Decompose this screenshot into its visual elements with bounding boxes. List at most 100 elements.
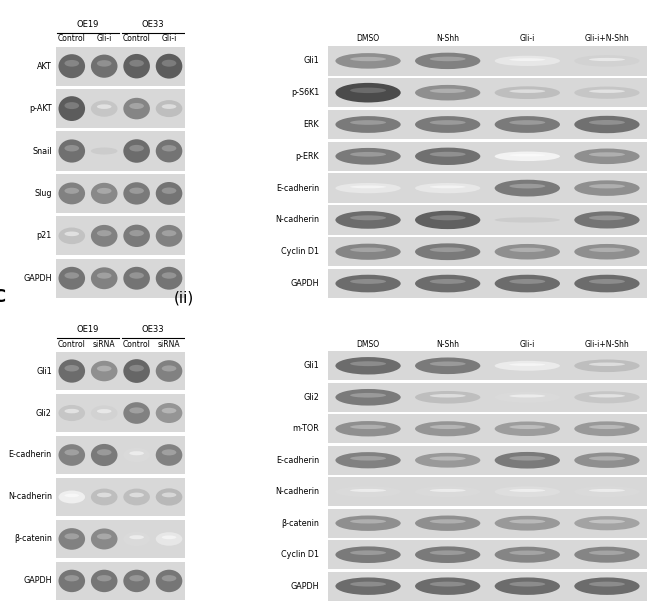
Ellipse shape	[589, 519, 625, 524]
Ellipse shape	[58, 444, 85, 466]
Ellipse shape	[510, 154, 545, 156]
Ellipse shape	[156, 100, 183, 117]
Text: DMSO: DMSO	[356, 34, 380, 43]
Ellipse shape	[415, 546, 480, 563]
Text: C: C	[0, 288, 6, 306]
Text: Snail: Snail	[32, 147, 52, 156]
Ellipse shape	[430, 551, 465, 555]
Ellipse shape	[415, 516, 480, 531]
Bar	[328, 382, 647, 412]
Ellipse shape	[97, 366, 112, 371]
Bar	[328, 78, 647, 108]
Ellipse shape	[495, 361, 560, 371]
Text: N-cadherin: N-cadherin	[275, 216, 319, 224]
Ellipse shape	[510, 247, 545, 252]
Ellipse shape	[589, 489, 625, 492]
Ellipse shape	[510, 89, 545, 93]
Ellipse shape	[350, 215, 386, 221]
Ellipse shape	[589, 362, 625, 366]
Text: GAPDH: GAPDH	[23, 576, 52, 585]
Ellipse shape	[129, 145, 144, 152]
Ellipse shape	[129, 188, 144, 194]
Ellipse shape	[64, 60, 79, 67]
Ellipse shape	[64, 575, 79, 582]
Bar	[55, 436, 185, 474]
Ellipse shape	[162, 273, 176, 279]
Ellipse shape	[415, 275, 480, 292]
Ellipse shape	[91, 444, 118, 466]
Ellipse shape	[430, 489, 465, 492]
Ellipse shape	[91, 54, 118, 78]
Text: OE19: OE19	[77, 324, 99, 334]
Ellipse shape	[58, 491, 85, 503]
Text: N-cadherin: N-cadherin	[8, 492, 52, 502]
Ellipse shape	[430, 519, 465, 524]
Text: N-Shh: N-Shh	[436, 34, 459, 43]
Ellipse shape	[589, 216, 625, 221]
Ellipse shape	[575, 87, 640, 99]
Text: Gli1: Gli1	[304, 56, 319, 65]
Ellipse shape	[97, 230, 112, 236]
Ellipse shape	[162, 492, 176, 497]
Ellipse shape	[430, 215, 465, 221]
Ellipse shape	[589, 247, 625, 252]
Text: Gli-i+N-Shh: Gli-i+N-Shh	[584, 34, 629, 43]
Bar	[55, 519, 185, 558]
Text: Control: Control	[58, 34, 86, 43]
Ellipse shape	[91, 360, 118, 381]
Ellipse shape	[129, 273, 144, 279]
Text: N-cadherin: N-cadherin	[275, 487, 319, 496]
Ellipse shape	[335, 577, 400, 595]
Bar	[328, 477, 647, 506]
Text: Slug: Slug	[34, 189, 52, 198]
Ellipse shape	[129, 575, 144, 582]
Ellipse shape	[415, 577, 480, 595]
Ellipse shape	[156, 488, 183, 506]
Ellipse shape	[415, 53, 480, 69]
Bar	[328, 572, 647, 601]
Ellipse shape	[156, 444, 183, 466]
Text: Cyclin D1: Cyclin D1	[281, 247, 319, 256]
Ellipse shape	[156, 139, 183, 163]
Ellipse shape	[97, 533, 112, 540]
Ellipse shape	[58, 359, 85, 382]
Ellipse shape	[430, 394, 465, 398]
Ellipse shape	[335, 516, 400, 531]
Ellipse shape	[589, 58, 625, 61]
Ellipse shape	[162, 60, 176, 67]
Ellipse shape	[64, 102, 79, 109]
Ellipse shape	[430, 89, 465, 93]
Text: p21: p21	[36, 232, 52, 240]
Ellipse shape	[350, 247, 386, 252]
Ellipse shape	[415, 391, 480, 403]
Ellipse shape	[575, 116, 640, 133]
Ellipse shape	[510, 395, 545, 398]
Ellipse shape	[97, 60, 112, 67]
Text: Control: Control	[123, 34, 151, 43]
Text: p-ERK: p-ERK	[296, 152, 319, 161]
Ellipse shape	[350, 152, 386, 156]
Text: Gli1: Gli1	[36, 367, 52, 376]
Ellipse shape	[350, 361, 386, 366]
Text: β-catenin: β-catenin	[14, 535, 52, 543]
Ellipse shape	[589, 551, 625, 555]
Ellipse shape	[430, 57, 465, 61]
Ellipse shape	[335, 83, 400, 103]
Ellipse shape	[58, 569, 85, 592]
Ellipse shape	[575, 391, 640, 403]
Ellipse shape	[430, 120, 465, 125]
Ellipse shape	[97, 409, 112, 413]
Ellipse shape	[335, 275, 400, 292]
Ellipse shape	[156, 225, 183, 247]
Ellipse shape	[124, 489, 150, 505]
Bar	[328, 174, 647, 203]
Text: Gli2: Gli2	[36, 409, 52, 417]
Text: siRNA: siRNA	[93, 340, 116, 348]
Ellipse shape	[430, 152, 465, 156]
Ellipse shape	[156, 54, 183, 79]
Text: Gli-i: Gli-i	[519, 34, 535, 43]
Bar	[328, 351, 647, 380]
Ellipse shape	[124, 139, 150, 163]
Ellipse shape	[124, 532, 150, 546]
Text: Gli2: Gli2	[304, 393, 319, 402]
